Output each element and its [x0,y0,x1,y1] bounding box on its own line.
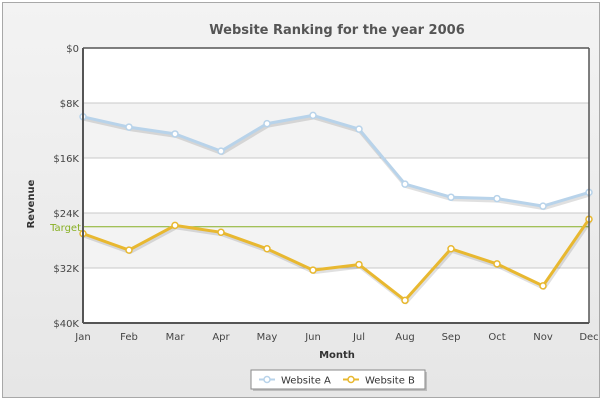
target-label: Target [49,223,81,234]
series-2-point [309,266,317,274]
y-tick-label: $16K [53,154,79,165]
series-1-point [309,111,317,120]
y-tick-label: $0 [66,44,79,55]
y-axis-title: Revenue [26,179,37,228]
y-tick-label: $40K [53,319,79,330]
series-2-point [217,228,225,236]
series-1-point [125,123,133,131]
legend-swatch-marker [263,375,271,384]
x-tick-label: Aug [395,332,415,343]
plot-band [83,213,589,268]
x-tick-label: Mar [166,332,186,343]
series-2-point [263,245,271,253]
series-1-point [263,119,271,128]
series-1-point [355,125,363,133]
x-tick-label: Sep [442,332,461,343]
series-1-point [401,180,409,188]
series-2-point [171,221,179,230]
series-2-point [493,260,501,268]
y-tick-label: $24K [53,209,79,220]
chart-title: Website Ranking for the year 2006 [209,23,465,38]
x-tick-label: Jun [304,332,321,343]
plot-band [83,48,589,103]
x-tick-label: Nov [533,332,553,343]
series-2-line [82,218,591,302]
line-chart: Website Ranking for the year 2006 Target… [26,23,599,391]
plot-band [83,158,589,213]
plot-band [83,103,589,158]
y-tick-label: $8K [60,99,80,110]
series-1-point [493,194,501,203]
legend: Website A Website B [250,369,427,391]
y-tick-label: $32K [53,264,79,275]
series-1-shadow [83,115,591,211]
series-1-point [217,147,225,155]
series-2-point [447,245,455,253]
x-tick-label: Feb [120,332,138,343]
x-tick-label: Dec [579,332,598,343]
chart-frame: Website Ranking for the year 2006 Target… [2,2,600,398]
x-tick-label: Jul [352,332,365,343]
series-2-point [539,282,547,290]
series-1-point [539,202,547,210]
x-tick-label: Oct [488,332,505,343]
legend-box [250,369,426,390]
series-1-line [82,113,590,208]
series-1-point [171,130,179,138]
legend-label: Website A [281,376,331,387]
series-1-point [447,193,455,201]
series-2-point [355,260,363,269]
x-tick-label: Jan [74,332,90,343]
x-tick-label: Apr [212,332,230,343]
x-tick-label: May [257,332,278,343]
legend-label: Website B [365,376,415,387]
legend-swatch-marker [347,375,355,384]
series-2-point [125,246,133,254]
plot-band [83,268,589,323]
series-2-point [401,296,409,305]
x-axis-title: Month [319,350,355,361]
